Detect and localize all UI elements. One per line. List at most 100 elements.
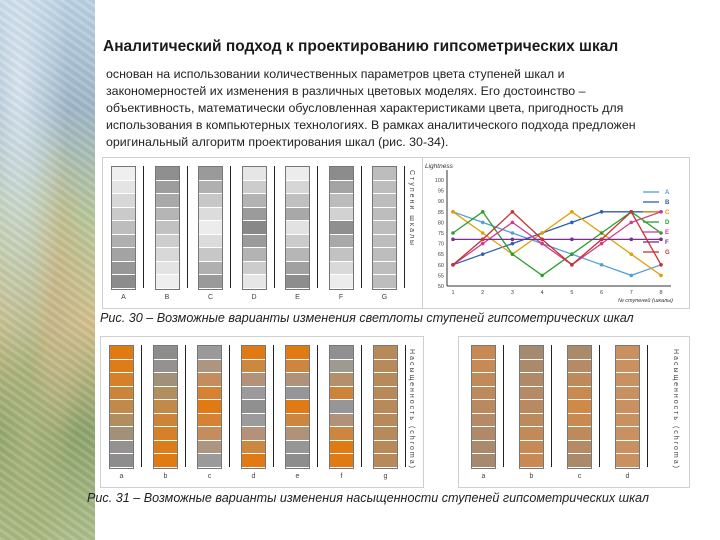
scale-step [242,427,265,441]
scale-step [472,359,495,373]
scale-step [472,346,495,360]
figure-30-caption: Рис. 30 – Возможные варианты изменения с… [100,311,634,325]
series-line-E [452,211,662,266]
column-letter: a [119,472,124,480]
scale-step [520,413,543,427]
series-point-F [451,237,455,242]
x-tick-label: 1 [451,290,454,296]
scale-column-A [111,166,136,290]
scale-step [155,167,179,181]
column-letter: E [295,293,300,301]
scale-step [110,359,133,373]
legend-label-A: A [665,190,670,196]
scale-step [242,221,266,235]
scale-step [373,275,396,289]
scale-step [110,400,133,414]
scale-step [286,234,309,248]
x-tick-label: 8 [659,290,662,296]
column-letter: A [121,293,126,301]
y-tick-label: 100 [435,178,444,184]
scale-step [374,386,397,400]
series-point-C [629,252,634,256]
y-tick-label: 85 [438,210,444,216]
scale-step [242,346,265,360]
y-tick-label: 95 [438,189,444,195]
direction-arrow [405,345,406,467]
series-point-C [480,231,485,235]
scale-step [154,373,177,387]
scale-step [199,248,222,262]
series-point-B [510,241,515,246]
scale-step [286,248,309,262]
scale-step [154,440,177,454]
scale-step [472,373,495,387]
scale-step [286,194,309,208]
scale-step [616,413,639,427]
scale-step [616,400,639,414]
lightness-chart: 50 55 60 65 70 75 80 85 90 95 100 1 2 3 4 5 6 7 8 Lightness… [422,157,690,309]
series-point-A [510,231,515,235]
direction-arrow [141,345,142,467]
scale-step [112,248,135,262]
direction-arrow [647,345,648,467]
column-letter: F [338,293,344,301]
series-line-D [452,210,662,277]
legend-label-E: E [665,230,669,236]
column-letter: d [625,472,630,480]
scale-step [472,440,495,454]
scale-step [286,275,309,289]
scale-side-label: Насыщенность (chroma) [672,349,679,470]
scale-step [373,180,396,194]
series-point-G [629,210,634,214]
scale-step [330,346,353,360]
chroma-scales-figure-left: a b c d e f g Насыщенность (chroma) [100,336,424,488]
y-tick-label: 55 [438,273,444,279]
scale-step [472,400,495,414]
scale-step [155,261,179,275]
scale-step [472,454,495,468]
column-letter: c [207,472,212,480]
scale-step [568,373,591,387]
scale-step [568,440,591,454]
slide-title: Аналитический подход к проектированию ги… [103,38,619,55]
chroma-scales-figure-right: a b c d Насыщенность (chroma) [458,336,690,488]
series-line-B [452,211,661,266]
scale-step [330,413,353,427]
scale-step [330,440,353,454]
scale-step [110,373,133,387]
scale-step [286,373,309,387]
scale-step [329,207,353,221]
direction-arrow [361,345,362,467]
scale-step [286,346,309,360]
scale-step [242,207,266,221]
scale-step [198,454,221,468]
scale-step [154,346,177,360]
scale-step [374,359,397,373]
scale-step [286,400,309,414]
scale-step [329,275,353,289]
scale-step [374,440,397,454]
legend-label-C: C [665,210,670,216]
column-letter: G [381,293,388,301]
series-point-F [510,237,515,242]
scale-column-g [373,345,398,469]
series-point-E [659,210,663,214]
scale-step [154,359,177,373]
scale-column-D [241,166,267,290]
scale-step [155,248,179,262]
scale-step [329,248,353,262]
scale-step [199,180,222,194]
scale-step [374,454,397,468]
scale-step [568,413,591,427]
series-point-F [570,237,574,242]
direction-arrow [317,345,318,467]
scale-step [199,275,222,289]
scale-column-c [197,345,222,469]
scale-step [286,454,309,468]
scale-step [373,248,396,262]
scale-step [198,346,221,360]
scale-step [242,413,265,427]
series-point-E [599,241,604,246]
series-point-A [599,263,604,267]
direction-arrow [599,345,600,467]
